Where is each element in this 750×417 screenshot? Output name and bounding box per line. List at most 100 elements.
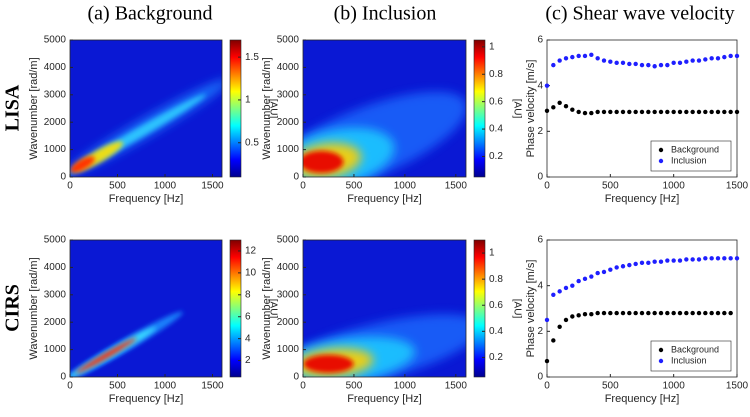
data-point [665, 62, 670, 68]
data-point [620, 109, 626, 115]
data-point [715, 56, 721, 61]
data-point [608, 267, 613, 272]
data-point [633, 310, 638, 316]
x-tick-label: 1500 [726, 381, 749, 392]
data-point [709, 109, 714, 115]
x-tick-label: 0 [300, 181, 306, 192]
colorbar-tick-label: 1 [245, 95, 251, 106]
data-point [709, 256, 714, 261]
data-point [703, 57, 708, 62]
data-point [639, 310, 645, 316]
data-point [595, 56, 600, 61]
data-point [652, 310, 657, 316]
data-point [722, 256, 727, 261]
data-point [589, 52, 594, 58]
y-axis-label: Phase velocity [m/s] [525, 60, 537, 158]
data-point [544, 83, 550, 88]
data-point [608, 109, 613, 115]
heatmap-blob [70, 156, 95, 173]
data-point [582, 276, 588, 282]
data-point [570, 107, 575, 112]
data-point [563, 104, 569, 109]
data-point [627, 109, 632, 115]
x-tick-label: 1000 [394, 381, 417, 392]
colorbar [473, 39, 486, 178]
data-point [652, 109, 657, 115]
x-tick-label: 500 [602, 181, 619, 192]
row-label: CIRS [2, 284, 24, 332]
data-point [582, 53, 588, 59]
y-tick-label: 2000 [277, 117, 300, 128]
data-point [544, 108, 550, 113]
data-point [658, 310, 664, 316]
y-tick-label: 3000 [44, 289, 67, 300]
data-point [690, 58, 695, 63]
data-point [734, 53, 740, 59]
data-point [728, 256, 733, 261]
legend-marker [658, 158, 664, 164]
y-tick-label: 1000 [44, 344, 67, 355]
x-tick-label: 1500 [445, 181, 468, 192]
y-axis-label: Wavenumber [rad/m] [261, 257, 273, 359]
data-point [728, 109, 733, 115]
x-tick-label: 0 [67, 181, 73, 192]
heatmap-blob [303, 150, 344, 173]
y-tick-label: 0 [293, 172, 299, 183]
x-tick-label: 500 [346, 381, 363, 392]
x-tick-label: 500 [602, 381, 619, 392]
data-point [576, 53, 581, 59]
x-tick-label: 1000 [154, 181, 177, 192]
x-tick-label: 500 [109, 181, 126, 192]
data-point [551, 105, 556, 110]
y-tick-label: 2 [537, 326, 543, 337]
x-axis-label: Frequency [Hz] [347, 393, 422, 405]
data-point [620, 310, 626, 316]
data-point [684, 257, 689, 262]
data-point [665, 258, 670, 263]
y-tick-label: 0 [537, 372, 543, 383]
colorbar-tick-label: 0.6 [489, 300, 503, 311]
data-point [589, 274, 594, 279]
column-title: (b) Inclusion [334, 3, 437, 25]
colorbar-tick-label: 10 [245, 268, 257, 279]
axes-frame [302, 239, 467, 378]
data-point [563, 285, 569, 291]
heatmap [70, 40, 222, 177]
colorbar-tick-label: 1.5 [245, 52, 259, 63]
colorbar-tick-label: 4 [245, 333, 251, 344]
data-point [608, 59, 613, 64]
data-point [551, 292, 556, 297]
data-point [715, 310, 721, 316]
data-point [595, 310, 600, 316]
x-tick-label: 0 [67, 381, 73, 392]
x-tick-label: 1000 [663, 181, 686, 192]
data-point [601, 58, 607, 63]
colorbar-label: [AU] [511, 299, 522, 319]
data-point [544, 358, 550, 364]
data-point [563, 317, 569, 323]
y-tick-label: 6 [537, 235, 543, 246]
data-point [671, 258, 676, 263]
heatmap [303, 40, 466, 177]
y-tick-label: 5000 [277, 235, 300, 246]
heatmap [303, 240, 466, 377]
y-tick-label: 4000 [277, 262, 300, 273]
y-tick-label: 1000 [277, 344, 300, 355]
data-point [633, 109, 638, 115]
data-point [570, 54, 575, 60]
data-point [557, 100, 562, 105]
data-point [614, 60, 619, 66]
data-point [696, 310, 702, 316]
y-tick-label: 0 [60, 372, 66, 383]
legend-marker [658, 358, 664, 364]
x-tick-label: 1500 [201, 181, 224, 192]
data-point [703, 109, 708, 115]
data-point [563, 56, 569, 61]
data-point [627, 61, 632, 67]
data-point [652, 259, 657, 264]
x-tick-label: 500 [109, 381, 126, 392]
data-point [576, 278, 581, 284]
data-point [614, 109, 619, 115]
data-point [703, 310, 708, 316]
